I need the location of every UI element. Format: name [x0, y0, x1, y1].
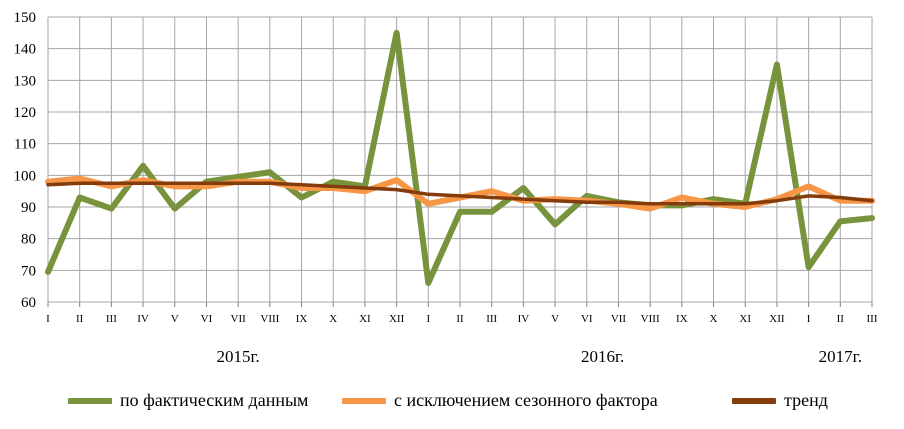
legend-label-trend: тренд	[784, 390, 828, 410]
x-tick-label: XII	[389, 313, 405, 325]
legend-swatch-seasonal	[342, 397, 386, 404]
x-tick-label: IX	[676, 313, 688, 325]
legend-label-seasonal: с исключением сезонного фактора	[394, 390, 658, 410]
y-tick-label: 60	[21, 295, 36, 311]
x-tick-label: II	[837, 313, 845, 325]
legend-swatch-actual	[68, 397, 112, 404]
x-tick-label: VI	[201, 313, 213, 325]
legend-item-seasonal: с исключением сезонного фактора	[342, 390, 658, 411]
y-tick-label: 130	[14, 73, 37, 89]
x-tick-label: II	[76, 313, 84, 325]
x-tick-label: III	[106, 313, 117, 325]
y-tick-label: 120	[14, 105, 37, 121]
x-tick-label: I	[46, 313, 50, 325]
x-tick-label: VIII	[641, 313, 660, 325]
y-tick-label: 150	[14, 10, 37, 26]
x-tick-label: XI	[739, 313, 751, 325]
x-tick-label: VII	[611, 313, 627, 325]
x-tick-label: X	[329, 313, 337, 325]
y-tick-label: 110	[14, 137, 36, 153]
x-tick-label: III	[486, 313, 497, 325]
legend-item-actual: по фактическим данным	[68, 390, 308, 411]
x-tick-label: VII	[231, 313, 247, 325]
grid	[47, 16, 873, 307]
y-tick-label: 80	[21, 232, 36, 248]
x-tick-label: XI	[359, 313, 371, 325]
y-axis-ticks: 60 70 80 90 100 110 120 130 140 150	[14, 10, 37, 311]
x-tick-label: IX	[296, 313, 308, 325]
legend: по фактическим данным с исключением сезо…	[0, 390, 904, 420]
x-tick-label: X	[710, 313, 718, 325]
x-tick-label: III	[867, 313, 878, 325]
x-tick-label: XII	[769, 313, 785, 325]
legend-label-actual: по фактическим данным	[120, 390, 309, 410]
year-label: 2015г.	[216, 347, 259, 366]
year-label: 2016г.	[581, 347, 624, 366]
x-tick-label: II	[456, 313, 464, 325]
x-tick-label: VI	[581, 313, 593, 325]
legend-swatch-trend	[732, 397, 776, 404]
y-tick-label: 90	[21, 200, 36, 216]
x-tick-label: V	[171, 313, 179, 325]
x-tick-label: IV	[518, 313, 530, 325]
x-tick-label: I	[426, 313, 430, 325]
x-tick-label: VIII	[260, 313, 279, 325]
year-label: 2017г.	[819, 347, 862, 366]
year-labels: 2015г. 2016г. 2017г.	[216, 347, 861, 366]
series-lines	[45, 29, 875, 286]
x-tick-label: IV	[137, 313, 149, 325]
y-tick-label: 140	[14, 42, 37, 58]
y-tick-label: 100	[14, 168, 37, 184]
series-line	[46, 181, 874, 206]
y-tick-label: 70	[21, 263, 36, 279]
x-tick-label: I	[807, 313, 811, 325]
x-tick-label: V	[551, 313, 559, 325]
legend-item-trend: тренд	[732, 390, 828, 411]
x-axis-ticks: I II III IV V VI VII VIII IX X XI XII I II III IV V VI VII…	[46, 313, 878, 325]
